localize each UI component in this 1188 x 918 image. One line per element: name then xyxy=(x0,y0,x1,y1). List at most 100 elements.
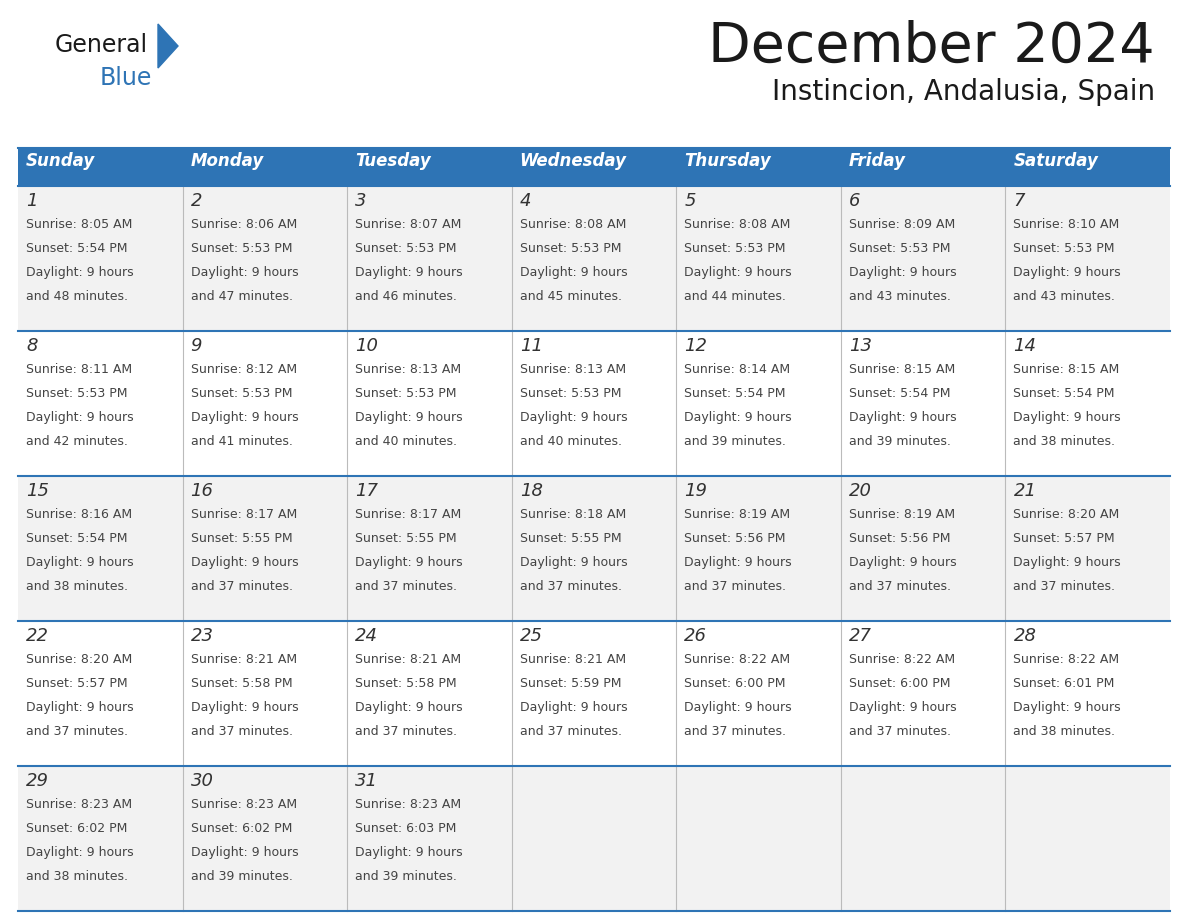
Text: 26: 26 xyxy=(684,627,707,645)
Text: Sunrise: 8:20 AM: Sunrise: 8:20 AM xyxy=(1013,508,1119,521)
Bar xyxy=(183,621,347,766)
Text: and 46 minutes.: and 46 minutes. xyxy=(355,290,457,303)
Text: and 38 minutes.: and 38 minutes. xyxy=(26,870,128,883)
Text: Sunset: 5:55 PM: Sunset: 5:55 PM xyxy=(519,532,621,545)
Bar xyxy=(183,766,347,911)
Text: 14: 14 xyxy=(1013,337,1036,355)
Text: Daylight: 9 hours: Daylight: 9 hours xyxy=(519,266,627,279)
Text: Sunrise: 8:11 AM: Sunrise: 8:11 AM xyxy=(26,363,132,376)
Text: General: General xyxy=(55,33,148,57)
Text: Daylight: 9 hours: Daylight: 9 hours xyxy=(1013,701,1121,714)
Text: Sunrise: 8:22 AM: Sunrise: 8:22 AM xyxy=(1013,653,1119,666)
Bar xyxy=(676,476,841,621)
Text: Tuesday: Tuesday xyxy=(355,152,431,170)
Text: Daylight: 9 hours: Daylight: 9 hours xyxy=(190,701,298,714)
Text: 15: 15 xyxy=(26,482,49,500)
Text: and 37 minutes.: and 37 minutes. xyxy=(849,725,950,738)
Text: Sunrise: 8:13 AM: Sunrise: 8:13 AM xyxy=(519,363,626,376)
Bar xyxy=(347,621,512,766)
Text: Sunset: 5:54 PM: Sunset: 5:54 PM xyxy=(1013,387,1114,400)
Text: Daylight: 9 hours: Daylight: 9 hours xyxy=(849,411,956,424)
Text: Sunrise: 8:05 AM: Sunrise: 8:05 AM xyxy=(26,218,132,231)
Text: Sunrise: 8:23 AM: Sunrise: 8:23 AM xyxy=(26,798,132,811)
Text: Sunset: 5:59 PM: Sunset: 5:59 PM xyxy=(519,677,621,690)
Bar xyxy=(512,331,676,476)
Text: Sunday: Sunday xyxy=(26,152,95,170)
Text: Daylight: 9 hours: Daylight: 9 hours xyxy=(26,556,133,569)
Text: 6: 6 xyxy=(849,192,860,210)
Text: Sunrise: 8:22 AM: Sunrise: 8:22 AM xyxy=(684,653,790,666)
Bar xyxy=(512,186,676,331)
Bar xyxy=(1005,186,1170,331)
Text: Daylight: 9 hours: Daylight: 9 hours xyxy=(849,556,956,569)
Text: Sunrise: 8:13 AM: Sunrise: 8:13 AM xyxy=(355,363,461,376)
Bar xyxy=(183,331,347,476)
Text: 17: 17 xyxy=(355,482,378,500)
Bar xyxy=(841,148,1005,186)
Text: 28: 28 xyxy=(1013,627,1036,645)
Text: Daylight: 9 hours: Daylight: 9 hours xyxy=(190,846,298,859)
Bar xyxy=(347,148,512,186)
Text: Daylight: 9 hours: Daylight: 9 hours xyxy=(1013,266,1121,279)
Text: Sunset: 5:58 PM: Sunset: 5:58 PM xyxy=(355,677,456,690)
Text: Sunrise: 8:10 AM: Sunrise: 8:10 AM xyxy=(1013,218,1119,231)
Bar xyxy=(1005,621,1170,766)
Text: Sunset: 5:53 PM: Sunset: 5:53 PM xyxy=(849,242,950,255)
Text: 24: 24 xyxy=(355,627,378,645)
Text: and 38 minutes.: and 38 minutes. xyxy=(1013,725,1116,738)
Text: and 43 minutes.: and 43 minutes. xyxy=(849,290,950,303)
Text: Sunrise: 8:07 AM: Sunrise: 8:07 AM xyxy=(355,218,461,231)
Text: and 37 minutes.: and 37 minutes. xyxy=(26,725,128,738)
Text: 1: 1 xyxy=(26,192,38,210)
Text: Sunset: 5:54 PM: Sunset: 5:54 PM xyxy=(849,387,950,400)
Text: Sunset: 5:56 PM: Sunset: 5:56 PM xyxy=(684,532,785,545)
Text: 4: 4 xyxy=(519,192,531,210)
Text: Sunset: 5:57 PM: Sunset: 5:57 PM xyxy=(1013,532,1116,545)
Text: Daylight: 9 hours: Daylight: 9 hours xyxy=(26,266,133,279)
Text: and 48 minutes.: and 48 minutes. xyxy=(26,290,128,303)
Text: Sunset: 5:53 PM: Sunset: 5:53 PM xyxy=(355,387,456,400)
Text: Blue: Blue xyxy=(100,66,152,90)
Text: Sunrise: 8:14 AM: Sunrise: 8:14 AM xyxy=(684,363,790,376)
Text: 20: 20 xyxy=(849,482,872,500)
Text: Sunset: 5:57 PM: Sunset: 5:57 PM xyxy=(26,677,127,690)
Bar xyxy=(183,148,347,186)
Text: and 39 minutes.: and 39 minutes. xyxy=(355,870,457,883)
Text: Sunrise: 8:06 AM: Sunrise: 8:06 AM xyxy=(190,218,297,231)
Text: Sunset: 5:55 PM: Sunset: 5:55 PM xyxy=(190,532,292,545)
Text: Sunrise: 8:23 AM: Sunrise: 8:23 AM xyxy=(355,798,461,811)
Text: Daylight: 9 hours: Daylight: 9 hours xyxy=(519,411,627,424)
Text: Daylight: 9 hours: Daylight: 9 hours xyxy=(355,411,463,424)
Bar xyxy=(841,331,1005,476)
Text: Sunrise: 8:09 AM: Sunrise: 8:09 AM xyxy=(849,218,955,231)
Text: Sunrise: 8:12 AM: Sunrise: 8:12 AM xyxy=(190,363,297,376)
Text: 7: 7 xyxy=(1013,192,1025,210)
Text: 29: 29 xyxy=(26,772,49,790)
Text: Monday: Monday xyxy=(190,152,264,170)
Text: Daylight: 9 hours: Daylight: 9 hours xyxy=(26,411,133,424)
Text: and 39 minutes.: and 39 minutes. xyxy=(849,435,950,448)
Bar xyxy=(18,766,183,911)
Text: and 40 minutes.: and 40 minutes. xyxy=(519,435,621,448)
Text: 2: 2 xyxy=(190,192,202,210)
Text: Sunset: 5:53 PM: Sunset: 5:53 PM xyxy=(1013,242,1114,255)
Bar xyxy=(18,331,183,476)
Text: Sunset: 6:02 PM: Sunset: 6:02 PM xyxy=(190,822,292,835)
Text: and 45 minutes.: and 45 minutes. xyxy=(519,290,621,303)
Bar xyxy=(18,476,183,621)
Text: December 2024: December 2024 xyxy=(708,20,1155,74)
Text: Daylight: 9 hours: Daylight: 9 hours xyxy=(190,266,298,279)
Text: Daylight: 9 hours: Daylight: 9 hours xyxy=(519,701,627,714)
Bar xyxy=(676,621,841,766)
Text: Sunrise: 8:21 AM: Sunrise: 8:21 AM xyxy=(519,653,626,666)
Bar xyxy=(841,476,1005,621)
Text: and 41 minutes.: and 41 minutes. xyxy=(190,435,292,448)
Bar xyxy=(18,186,183,331)
Text: Sunrise: 8:08 AM: Sunrise: 8:08 AM xyxy=(519,218,626,231)
Text: Thursday: Thursday xyxy=(684,152,771,170)
Text: and 37 minutes.: and 37 minutes. xyxy=(519,725,621,738)
Text: Sunrise: 8:22 AM: Sunrise: 8:22 AM xyxy=(849,653,955,666)
Text: and 37 minutes.: and 37 minutes. xyxy=(1013,580,1116,593)
Text: Daylight: 9 hours: Daylight: 9 hours xyxy=(190,411,298,424)
Text: Sunset: 5:53 PM: Sunset: 5:53 PM xyxy=(684,242,785,255)
